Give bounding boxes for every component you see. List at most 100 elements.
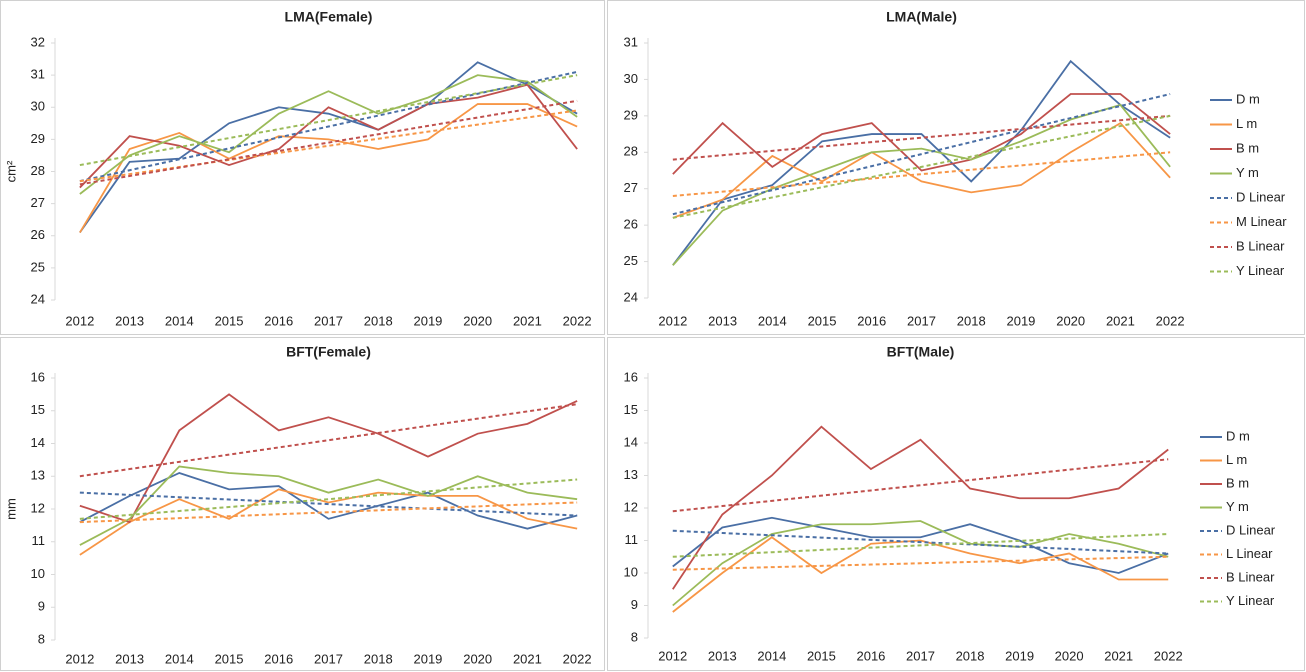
x-tick-label: 2015: [215, 313, 244, 328]
series-line: [79, 61, 578, 234]
series-line: [672, 516, 1169, 574]
legend-label: D m: [1226, 428, 1250, 443]
panel: [0, 337, 605, 671]
y-tick-label: 24: [624, 289, 638, 304]
series-line: [672, 121, 1171, 219]
y-tick-label: 10: [624, 564, 638, 579]
x-tick-label: 2021: [513, 651, 542, 666]
legend-label: B Linear: [1236, 238, 1285, 253]
x-tick-label: 2015: [807, 648, 836, 663]
legend-label: L m: [1226, 452, 1247, 467]
y-tick-label: 28: [624, 144, 638, 159]
trend-line: [79, 501, 578, 524]
chart-title: LMA(Female): [285, 9, 373, 25]
y-tick-label: 8: [631, 629, 638, 644]
y-tick-label: 14: [624, 434, 638, 449]
series-line: [79, 472, 578, 530]
x-tick-label: 2019: [413, 651, 442, 666]
y-tick-label: 16: [31, 369, 45, 384]
legend-label: Y m: [1226, 499, 1249, 514]
legend-label: Y m: [1236, 165, 1259, 180]
x-tick-label: 2016: [857, 313, 886, 328]
y-tick-label: 27: [624, 180, 638, 195]
y-tick-label: 11: [32, 533, 46, 548]
y-tick-label: 15: [624, 402, 638, 417]
y-tick-label: 25: [31, 259, 45, 274]
chart-title: BFT(Male): [887, 344, 955, 360]
x-tick-label: 2014: [165, 313, 194, 328]
series-line: [79, 465, 578, 546]
series-line: [79, 488, 578, 556]
legend-label: M Linear: [1236, 214, 1287, 229]
y-tick-label: 10: [31, 566, 45, 581]
trend-line: [672, 114, 1171, 219]
y-tick-label: 28: [31, 163, 45, 178]
y-tick-label: 29: [31, 131, 45, 146]
x-tick-label: 2018: [364, 651, 393, 666]
x-tick-label: 2013: [708, 313, 737, 328]
y-tick-label: 13: [31, 468, 45, 483]
panel: [0, 0, 605, 335]
x-tick-label: 2019: [413, 313, 442, 328]
x-tick-label: 2018: [957, 313, 986, 328]
x-tick-label: 2013: [115, 313, 144, 328]
y-tick-label: 24: [31, 291, 45, 306]
y-tick-label: 13: [624, 467, 638, 482]
x-tick-label: 2020: [1056, 313, 1085, 328]
y-axis-label: mm: [3, 498, 18, 520]
x-tick-label: 2012: [658, 648, 687, 663]
chart-title: LMA(Male): [886, 9, 957, 25]
series-line: [79, 393, 578, 524]
y-tick-label: 26: [624, 217, 638, 232]
trend-line: [672, 458, 1169, 513]
x-tick-label: 2016: [264, 313, 293, 328]
legend-label: Y Linear: [1226, 593, 1275, 608]
legend-label: D m: [1236, 91, 1260, 106]
x-tick-label: 2022: [563, 651, 592, 666]
y-tick-label: 32: [31, 34, 45, 49]
y-tick-label: 12: [31, 500, 45, 515]
x-tick-label: 2017: [314, 651, 343, 666]
y-tick-label: 15: [31, 402, 45, 417]
y-tick-label: 16: [624, 369, 638, 384]
series-line: [672, 93, 1171, 175]
y-tick-label: 26: [31, 227, 45, 242]
y-tick-label: 11: [625, 532, 639, 547]
trend-line: [79, 70, 578, 183]
y-tick-label: 14: [31, 435, 45, 450]
y-tick-label: 31: [624, 34, 638, 49]
x-tick-label: 2022: [1154, 648, 1183, 663]
legend-label: B m: [1236, 140, 1259, 155]
x-tick-label: 2012: [65, 651, 94, 666]
x-tick-label: 2013: [115, 651, 144, 666]
x-tick-label: 2012: [658, 313, 687, 328]
series-line: [672, 103, 1171, 266]
series-line: [79, 74, 578, 195]
x-tick-label: 2014: [758, 313, 787, 328]
y-tick-label: 9: [38, 599, 45, 614]
trend-line: [672, 93, 1171, 216]
y-tick-label: 9: [631, 597, 638, 612]
x-tick-label: 2020: [463, 651, 492, 666]
x-tick-label: 2014: [165, 651, 194, 666]
legend-label: B Linear: [1226, 569, 1275, 584]
trend-line: [672, 555, 1169, 571]
x-tick-label: 2020: [463, 313, 492, 328]
legend-label: L Linear: [1226, 546, 1273, 561]
x-tick-label: 2019: [1006, 313, 1035, 328]
chart-title: BFT(Female): [286, 344, 371, 360]
x-tick-label: 2017: [314, 313, 343, 328]
y-tick-label: 27: [31, 195, 45, 210]
x-tick-label: 2019: [1005, 648, 1034, 663]
x-tick-label: 2021: [1106, 313, 1135, 328]
y-tick-label: 31: [31, 67, 45, 82]
y-tick-label: 12: [624, 499, 638, 514]
x-tick-label: 2015: [808, 313, 837, 328]
series-line: [79, 103, 578, 233]
x-tick-label: 2014: [757, 648, 786, 663]
x-tick-label: 2015: [215, 651, 244, 666]
x-tick-label: 2017: [907, 313, 936, 328]
legend-label: L m: [1236, 116, 1257, 131]
y-axis-label: cm²: [3, 160, 18, 182]
